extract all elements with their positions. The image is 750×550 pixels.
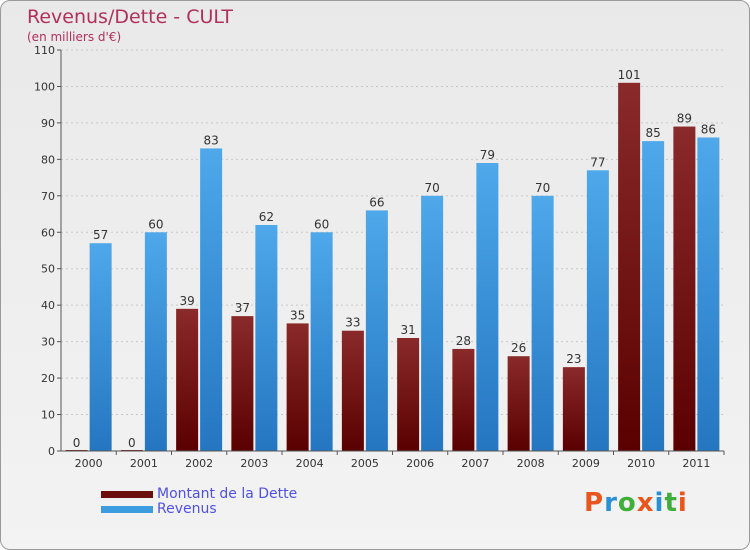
bar-revenus [89, 243, 112, 451]
bar-dette [176, 308, 199, 451]
y-tick-label: 70 [41, 190, 55, 203]
chart-title: Revenus/Dette - CULT [27, 6, 233, 28]
data-label-dette: 28 [456, 334, 471, 348]
bar-dette [562, 367, 585, 451]
data-label-dette: 0 [128, 436, 136, 450]
y-tick-label: 30 [41, 336, 55, 349]
bar-dette [507, 356, 530, 451]
bar-dette [673, 126, 696, 452]
proxiti-logo: Proxiti [584, 488, 688, 518]
x-tick-label: 2009 [572, 457, 600, 470]
y-tick-label: 90 [41, 117, 55, 130]
logo-letter: t [664, 488, 678, 518]
logo-letter: r [604, 488, 618, 518]
data-label-revenus: 70 [535, 181, 550, 195]
bar-revenus [310, 232, 333, 451]
data-label-dette: 23 [566, 352, 581, 366]
bar-revenus [421, 195, 444, 451]
x-tick-label: 2007 [461, 457, 489, 470]
data-label-dette: 33 [345, 316, 360, 330]
bar-revenus [476, 163, 499, 451]
data-label-dette: 37 [235, 301, 250, 315]
data-label-revenus: 70 [424, 181, 439, 195]
logo-letter: P [584, 488, 605, 518]
bar-revenus [365, 210, 388, 451]
data-label-revenus: 77 [590, 155, 605, 169]
x-tick-label: 2006 [406, 457, 434, 470]
y-tick-label: 20 [41, 372, 55, 385]
data-label-revenus: 60 [148, 217, 163, 231]
bar-revenus [531, 195, 554, 451]
data-label-revenus: 86 [701, 122, 716, 136]
y-tick-label: 10 [41, 409, 55, 422]
legend-label-revenus: Revenus [157, 501, 217, 517]
bar-revenus [144, 232, 167, 451]
bar-revenus [200, 148, 223, 451]
data-label-revenus: 79 [480, 148, 495, 162]
bar-revenus [697, 137, 720, 451]
logo-letter: x [636, 488, 655, 518]
logo-letter: i [677, 488, 688, 518]
data-label-revenus: 85 [645, 126, 660, 140]
y-tick-label: 50 [41, 263, 55, 276]
data-label-revenus: 66 [369, 195, 384, 209]
x-tick-label: 2002 [185, 457, 213, 470]
x-tick-label: 2008 [517, 457, 545, 470]
label-layer: 0 57 0 60 39 83 37 62 35 60 33 66 31 70 28 79 26 70 23 77 10… [73, 68, 716, 450]
data-label-revenus: 57 [93, 228, 108, 242]
data-label-dette: 26 [511, 341, 526, 355]
bar-revenus [642, 141, 665, 452]
y-tick-label: 110 [34, 44, 55, 57]
bar-layer [65, 82, 720, 452]
y-tick-label: 80 [41, 153, 55, 166]
bar-dette [341, 330, 364, 451]
bar-dette [231, 316, 254, 451]
data-label-dette: 31 [400, 323, 415, 337]
x-tick-label: 2004 [296, 457, 324, 470]
bar-revenus [586, 170, 609, 452]
data-label-revenus: 62 [259, 210, 274, 224]
x-tick-label: 2011 [682, 457, 710, 470]
data-label-dette: 35 [290, 308, 305, 322]
data-label-dette: 89 [677, 112, 692, 126]
logo-letter: i [654, 488, 665, 518]
bar-dette [397, 337, 420, 451]
data-label-dette: 101 [618, 68, 641, 82]
chart-subtitle: (en milliers d'€) [27, 30, 122, 44]
x-tick-label: 2010 [627, 457, 655, 470]
y-tick-label: 100 [34, 80, 55, 93]
x-tick-label: 2001 [130, 457, 158, 470]
axis-layer: 0 10 20 30 40 50 60 70 80 90 100 110 2000 2001 2002 200… [34, 44, 725, 470]
data-label-revenus: 83 [203, 133, 218, 147]
y-tick-label: 60 [41, 226, 55, 239]
data-label-dette: 39 [179, 294, 194, 308]
x-tick-label: 2005 [351, 457, 379, 470]
logo-letter: o [617, 488, 637, 518]
bar-dette [286, 323, 309, 451]
bar-dette [452, 348, 475, 451]
legend-swatch-revenus [101, 506, 153, 513]
y-tick-label: 0 [48, 445, 55, 458]
data-label-dette: 0 [73, 436, 81, 450]
x-tick-label: 2003 [240, 457, 268, 470]
bar-dette [618, 82, 641, 452]
x-tick-label: 2000 [75, 457, 103, 470]
bar-revenus [255, 224, 278, 451]
legend-swatch-dette [101, 491, 153, 498]
grid-layer [61, 49, 724, 452]
y-tick-label: 40 [41, 299, 55, 312]
data-label-revenus: 60 [314, 217, 329, 231]
legend-label-dette: Montant de la Dette [157, 486, 298, 502]
